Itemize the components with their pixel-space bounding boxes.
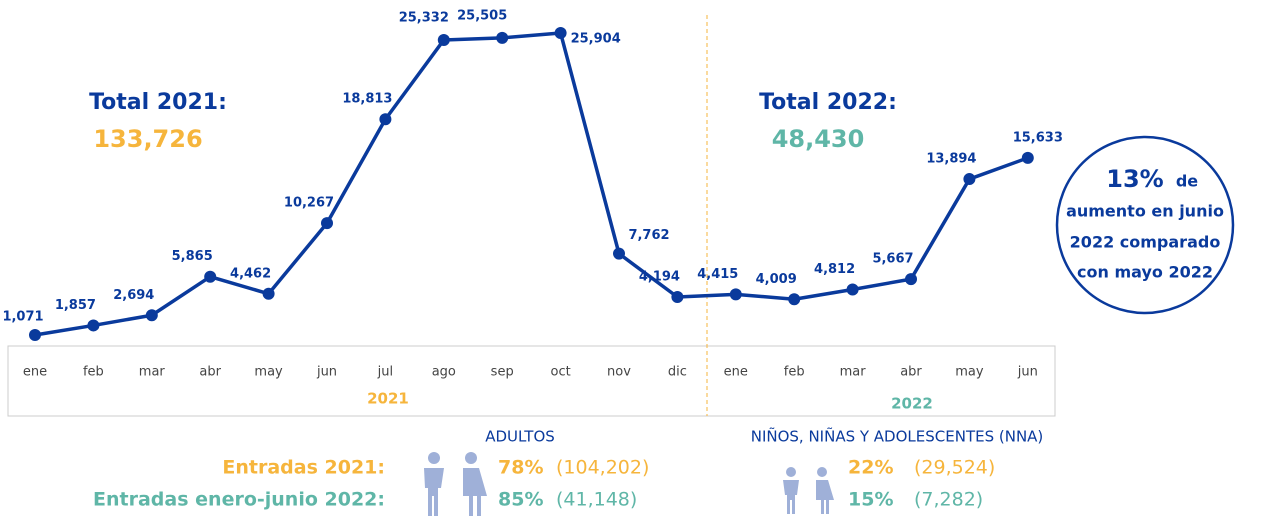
point [379, 113, 392, 126]
x-tick-label: sep [491, 365, 514, 380]
x-tick-label: abr [900, 365, 922, 380]
callout-text: de [1176, 172, 1198, 191]
group-title: NIÑOS, NIÑAS Y ADOLESCENTES (NNA) [751, 427, 1044, 446]
callout-text: aumento en junio [1066, 202, 1224, 221]
point [671, 291, 684, 304]
value-label: 10,267 [284, 196, 334, 211]
value-label: 4,415 [697, 267, 738, 282]
adults-count: (104,202) [556, 457, 649, 479]
adult-icons [424, 452, 487, 516]
x-tick-label: ene [724, 365, 748, 380]
total-label: Total 2021: [89, 90, 227, 115]
callout-text: 2022 comparado [1070, 233, 1221, 252]
x-tick-label: feb [784, 365, 805, 380]
x-tick-label: jul [377, 365, 393, 380]
value-label: 25,332 [399, 10, 449, 25]
year-label: 2022 [891, 395, 933, 413]
point [496, 31, 509, 44]
total-label: Total 2022: [759, 90, 897, 115]
point [554, 27, 567, 39]
callout-pct: 13% [1106, 165, 1163, 193]
total-value: 133,726 [93, 125, 202, 153]
child-icons [783, 467, 834, 514]
point [321, 217, 333, 230]
point [846, 283, 859, 296]
point [1021, 151, 1034, 164]
callout-circle [1055, 135, 1235, 315]
x-tick-label: mar [840, 365, 867, 380]
x-tick-label: jun [316, 365, 337, 380]
value-label: 4,462 [230, 266, 271, 281]
value-label: 13,894 [926, 152, 976, 167]
point [29, 329, 41, 341]
point [145, 309, 158, 322]
value-label: 5,667 [872, 252, 913, 267]
adults-pct: 78% [498, 457, 543, 479]
point [613, 247, 625, 260]
point [204, 270, 217, 283]
value-label: 7,762 [628, 228, 669, 243]
value-label: 25,505 [457, 8, 507, 23]
total-value: 48,430 [772, 125, 865, 153]
point [788, 293, 801, 306]
value-label: 15,633 [1013, 130, 1063, 145]
value-label: 18,813 [342, 92, 392, 107]
adults-pct: 85% [498, 489, 543, 511]
point [905, 273, 917, 286]
value-label: 1,857 [55, 298, 96, 313]
group-title: ADULTOS [485, 428, 555, 446]
value-label: 1,071 [2, 310, 43, 325]
x-tick-label: dic [668, 365, 687, 380]
x-tick-label: jun [1017, 365, 1038, 380]
year-label: 2021 [367, 390, 409, 408]
x-tick-label: nov [607, 365, 631, 380]
nna-count: (7,282) [914, 489, 983, 511]
x-tick-label: ago [432, 365, 456, 380]
nna-pct: 15% [848, 489, 893, 511]
x-tick-label: ene [23, 365, 47, 380]
row-label: Entradas enero-junio 2022: [93, 489, 385, 511]
nna-count: (29,524) [914, 457, 995, 479]
x-tick-label: may [955, 365, 984, 380]
row-label: Entradas 2021: [222, 457, 385, 479]
value-label: 4,194 [639, 270, 680, 285]
nna-pct: 22% [848, 457, 893, 479]
point [729, 288, 742, 301]
value-label: 4,009 [756, 272, 797, 287]
value-label: 4,812 [814, 262, 855, 277]
callout-text: con mayo 2022 [1077, 263, 1213, 282]
point [437, 33, 450, 46]
value-label: 2,694 [113, 288, 154, 303]
point [87, 319, 100, 332]
point [262, 287, 275, 300]
x-tick-label: oct [550, 365, 570, 380]
adults-count: (41,148) [556, 489, 637, 511]
value-label: 5,865 [172, 249, 213, 264]
line [34, 31, 1029, 337]
value-label: 25,904 [571, 32, 621, 47]
x-tick-label: may [254, 365, 283, 380]
x-tick-label: abr [199, 365, 221, 380]
x-tick-label: feb [83, 365, 104, 380]
axis-box [7, 345, 1056, 417]
point [963, 173, 976, 186]
x-tick-label: mar [139, 365, 166, 380]
